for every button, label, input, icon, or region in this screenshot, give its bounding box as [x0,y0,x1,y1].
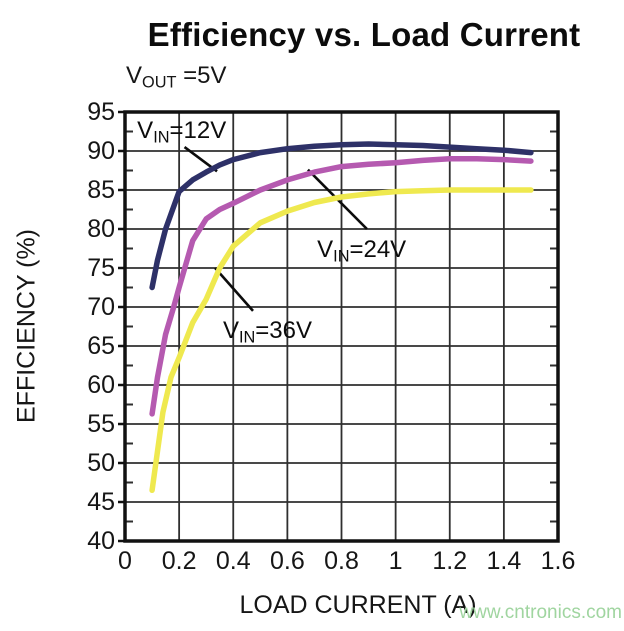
watermark: www.cntronics.com [459,602,622,623]
y-tick-label: 65 [87,332,115,360]
x-tick-label: 1 [388,547,403,575]
x-tick-label: 0 [118,547,132,575]
curve-label-vin-24v: VIN=24V [317,236,406,267]
y-tick-label: 45 [87,488,115,516]
x-axis-title: LOAD CURRENT (A) [239,591,477,619]
curve-vin-36v [149,187,534,494]
x-tick-label: 1.2 [432,547,468,575]
subtitle-base: V [126,62,143,89]
x-tick-label: 1.4 [486,547,522,575]
y-tick-label: 50 [87,449,115,477]
y-tick-label: 60 [87,371,115,399]
y-axis-title: EFFICIENCY (%) [12,229,41,424]
subtitle-rest: =5V [176,62,227,89]
y-tick-label: 40 [87,527,115,555]
x-tick-label: 0.4 [215,547,251,575]
x-tick-label: 0.8 [324,547,359,575]
curve-label-base: V [137,117,154,145]
plot-border [123,110,560,543]
y-tick-label: 85 [87,176,115,204]
curve-label-vin-12v: VIN=12V [137,117,226,148]
x-tick-label: 1.6 [540,547,576,575]
x-tick-label: 0.6 [269,547,305,575]
y-tick-label: 80 [87,215,115,243]
y-tick-label: 90 [87,137,115,165]
curve-label-subscript: IN [238,328,256,347]
curve-label-subscript: IN [153,129,170,148]
y-tick-label: 75 [87,254,115,282]
curve-vin-12v [149,141,534,291]
leader-line-vin-36v [214,267,254,312]
subtitle-subscript: OUT [142,73,177,92]
chart-subtitle: VOUT =5V [126,62,227,93]
curve-label-rest: =12V [169,117,227,145]
curve-label-vin-36v: VIN=36V [223,317,312,348]
y-tick-label: 55 [87,410,115,438]
y-tick-label: 95 [87,98,115,126]
curve-label-rest: =36V [255,317,312,345]
curve-label-base: V [222,317,239,345]
curve-vin-24v [149,156,534,417]
chart-title: Efficiency vs. Load Current [147,16,581,53]
curve-label-base: V [317,236,334,264]
y-tick-label: 70 [87,293,115,321]
curve-label-subscript: IN [333,247,350,266]
x-tick-label: 0.2 [161,547,197,575]
curve-label-rest: =24V [349,236,407,264]
